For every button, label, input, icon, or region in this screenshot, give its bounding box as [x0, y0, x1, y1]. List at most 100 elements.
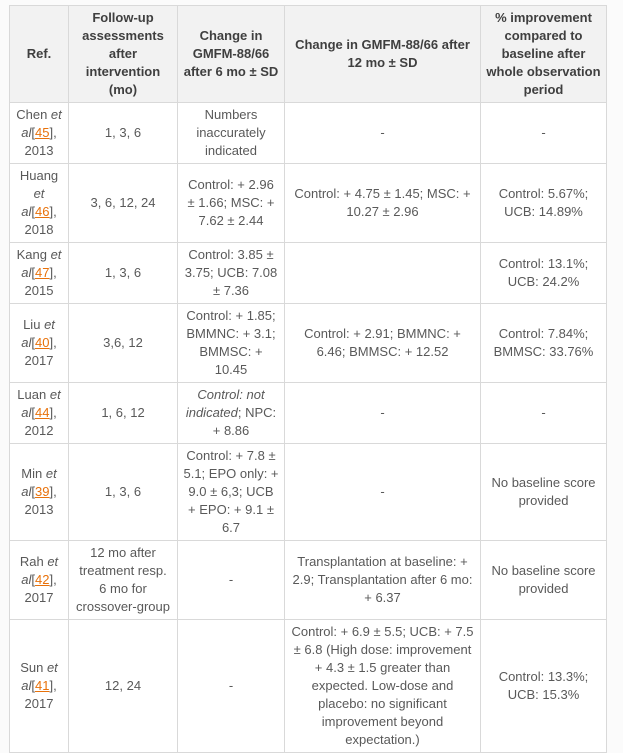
header-followup: Follow-up assessments after intervention… — [68, 5, 178, 103]
change-6mo-cell: - — [177, 619, 285, 753]
bracket-close: ], — [49, 125, 57, 140]
ref-etal: et al — [21, 466, 57, 499]
change-12mo-cell: - — [284, 443, 481, 541]
followup-cell: 1, 3, 6 — [68, 443, 178, 541]
ref-cell: Kang et al[47], 2015 — [9, 242, 69, 304]
ref-year: 2013 — [24, 143, 54, 158]
change-6mo-text: Control: 3.85 ± 3.75; UCB: 7.08 ± 7.36 — [184, 247, 278, 298]
ref-etal: et al — [21, 554, 59, 587]
table-row: Kang et al[47], 2015 1, 3, 6 Control: 3.… — [9, 242, 607, 304]
citation-link[interactable]: 47 — [35, 265, 50, 280]
bracket-open: [ — [31, 125, 36, 140]
table-row: Min et al[39], 2013 1, 3, 6 Control: + 7… — [9, 443, 607, 541]
followup-cell: 1, 3, 6 — [68, 242, 178, 304]
improvement-cell: Control: 13.1%; UCB: 24.2% — [480, 242, 607, 304]
bracket-open: [ — [31, 335, 36, 350]
improvement-cell: - — [480, 382, 607, 444]
bracket-close: ], — [49, 265, 57, 280]
improvement-cell: No baseline score provided — [480, 443, 607, 541]
change-6mo-text: Control: + 1.85; BMMNC: + 3.1; BMMSC: + … — [186, 308, 276, 377]
table-row: Luan et al[44], 2012 1, 6, 12 Control: n… — [9, 382, 607, 444]
change-6mo-cell: Control: + 7.8 ± 5.1; EPO only: + 9.0 ± … — [177, 443, 285, 541]
bracket-open: [ — [31, 405, 36, 420]
change-12mo-cell: - — [284, 102, 481, 164]
change-12mo-cell: Control: + 6.9 ± 5.5; UCB: + 7.5 ± 6.8 (… — [284, 619, 481, 753]
change-6mo-cell: Control: 3.85 ± 3.75; UCB: 7.08 ± 7.36 — [177, 242, 285, 304]
change-6mo-text: Control: + 7.8 ± 5.1; EPO only: + 9.0 ± … — [183, 448, 279, 535]
citation-link[interactable]: 39 — [35, 484, 50, 499]
ref-cell: Luan et al[44], 2012 — [9, 382, 69, 444]
ref-author: Luan — [17, 387, 47, 402]
ref-author: Sun — [20, 660, 44, 675]
change-12mo-cell — [284, 242, 481, 304]
table-row: Rah et al[42], 2017 12 mo after treatmen… — [9, 540, 607, 620]
followup-cell: 3, 6, 12, 24 — [68, 163, 178, 243]
bracket-close: ], — [49, 204, 57, 219]
header-ref: Ref. — [9, 5, 69, 103]
ref-year: 2017 — [24, 696, 54, 711]
citation-link[interactable]: 44 — [35, 405, 50, 420]
citation-link[interactable]: 46 — [35, 204, 50, 219]
ref-etal: et al — [21, 107, 62, 140]
ref-cell: Liu et al[40], 2017 — [9, 303, 69, 383]
study-comparison-table: Ref. Follow-up assessments after interve… — [9, 5, 607, 753]
ref-year: 2015 — [24, 283, 54, 298]
ref-cell: Min et al[39], 2013 — [9, 443, 69, 541]
followup-cell: 12 mo after treatment resp. 6 mo for cro… — [68, 540, 178, 620]
table-row: Chen et al[45], 2013 1, 3, 6 Numbers ina… — [9, 102, 607, 164]
header-change-12mo: Change in GMFM-88/66 after 12 mo ± SD — [284, 5, 481, 103]
header-change-6mo: Change in GMFM-88/66 after 6 mo ± SD — [177, 5, 285, 103]
ref-author: Chen — [16, 107, 48, 122]
ref-author: Kang — [16, 247, 47, 262]
ref-year: 2017 — [24, 353, 54, 368]
followup-cell: 3,6, 12 — [68, 303, 178, 383]
change-12mo-cell: Transplantation at baseline: + 2.9; Tran… — [284, 540, 481, 620]
header-improvement: % improvement compared to baseline after… — [480, 5, 607, 103]
improvement-cell: No baseline score provided — [480, 540, 607, 620]
change-6mo-text: ; NPC: + 8.86 — [212, 405, 277, 438]
ref-etal: et al — [21, 387, 61, 420]
improvement-cell: Control: 7.84%; BMMSC: 33.76% — [480, 303, 607, 383]
change-6mo-cell: Control: + 2.96 ± 1.66; MSC: + 7.62 ± 2.… — [177, 163, 285, 243]
bracket-close: ], — [49, 405, 57, 420]
ref-etal: et al — [21, 186, 45, 219]
ref-etal: et al — [21, 247, 62, 280]
change-6mo-cell: Control: not indicated; NPC: + 8.86 — [177, 382, 285, 444]
table-row: Huang et al[46], 2018 3, 6, 12, 24 Contr… — [9, 163, 607, 243]
header-row: Ref. Follow-up assessments after interve… — [9, 5, 607, 103]
bracket-open: [ — [31, 265, 36, 280]
change-6mo-text: - — [228, 678, 234, 693]
change-6mo-cell: Control: + 1.85; BMMNC: + 3.1; BMMSC: + … — [177, 303, 285, 383]
citation-link[interactable]: 40 — [35, 335, 50, 350]
change-6mo-italic: Control: not indicated — [185, 387, 265, 420]
citation-link[interactable]: 42 — [35, 572, 50, 587]
change-12mo-cell: - — [284, 382, 481, 444]
ref-year: 2017 — [24, 590, 54, 605]
ref-author: Rah — [19, 554, 44, 569]
change-6mo-cell: - — [177, 540, 285, 620]
change-12mo-cell: Control: + 4.75 ± 1.45; MSC: + 10.27 ± 2… — [284, 163, 481, 243]
followup-cell: 12, 24 — [68, 619, 178, 753]
ref-etal: et al — [21, 317, 55, 350]
ref-author: Liu — [23, 317, 41, 332]
followup-cell: 1, 3, 6 — [68, 102, 178, 164]
bracket-open: [ — [31, 204, 36, 219]
table-row: Liu et al[40], 2017 3,6, 12 Control: + 1… — [9, 303, 607, 383]
ref-cell: Sun et al[41], 2017 — [9, 619, 69, 753]
bracket-close: ], — [49, 678, 57, 693]
citation-link[interactable]: 45 — [35, 125, 50, 140]
change-12mo-cell: Control: + 2.91; BMMNC: + 6.46; BMMSC: +… — [284, 303, 481, 383]
ref-author: Huang — [19, 168, 59, 183]
ref-year: 2013 — [24, 502, 54, 517]
ref-cell: Rah et al[42], 2017 — [9, 540, 69, 620]
bracket-close: ], — [49, 572, 57, 587]
followup-cell: 1, 6, 12 — [68, 382, 178, 444]
improvement-cell: - — [480, 102, 607, 164]
bracket-close: ], — [49, 484, 57, 499]
ref-cell: Huang et al[46], 2018 — [9, 163, 69, 243]
change-6mo-text: Control: + 2.96 ± 1.66; MSC: + 7.62 ± 2.… — [187, 177, 275, 228]
citation-link[interactable]: 41 — [35, 678, 50, 693]
table-row: Sun et al[41], 2017 12, 24 - Control: + … — [9, 619, 607, 753]
bracket-open: [ — [31, 572, 36, 587]
